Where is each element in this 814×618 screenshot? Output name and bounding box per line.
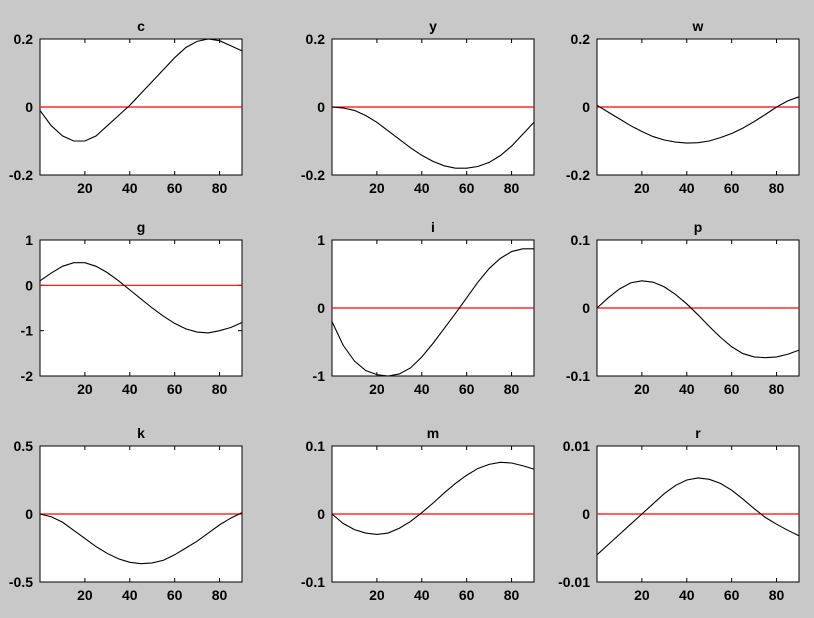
panel-g-ytick-label: 0 [25, 277, 33, 293]
panel-m: m -0.1 0 0.1 20 40 60 80 [301, 425, 535, 603]
panel-p-xtick-label: 40 [679, 381, 695, 397]
panel-k-xtick-label: 80 [212, 587, 228, 603]
panel-g-axes [39, 239, 243, 377]
panel-r-xtick-label: 40 [679, 587, 695, 603]
panel-y: y -0.2 0 0.2 20 40 60 80 [301, 18, 535, 196]
panel-r-ytick-label: 0.01 [563, 438, 590, 454]
panel-c-xtick-label: 60 [167, 180, 183, 196]
panel-y-ytick-label: 0 [317, 99, 325, 115]
panel-m-series-line [331, 461, 535, 535]
panel-k-xtick-label: 20 [77, 587, 93, 603]
panel-k-ytick-label: 0.5 [14, 438, 34, 454]
panel-g-title: g [137, 219, 146, 235]
panel-y-title: y [429, 18, 437, 34]
panel-i-xtick-label: 20 [369, 381, 385, 397]
panel-g: g -2 -1 0 1 20 40 60 80 [21, 219, 243, 397]
panel-c-ytick-label: -0.2 [9, 167, 33, 183]
panel-g-xtick-label: 20 [77, 381, 93, 397]
panel-r-ytick-label: 0 [582, 506, 590, 522]
panel-i-ytick-label: 1 [317, 232, 325, 248]
panel-r-xtick-label: 80 [769, 587, 785, 603]
panel-w-ytick-label: 0.2 [571, 31, 591, 47]
panel-y-ytick-label: 0.2 [306, 31, 326, 47]
panel-w-xtick-label: 40 [679, 180, 695, 196]
panel-r-xtick-label: 20 [634, 587, 650, 603]
panel-r: r -0.01 0 0.01 20 40 60 80 [558, 425, 800, 603]
panel-w: w -0.2 0 0.2 20 40 60 80 [566, 18, 800, 196]
panel-m-xtick-label: 40 [414, 587, 430, 603]
panel-m-ytick-label: 0 [317, 506, 325, 522]
panel-r-title: r [695, 425, 701, 441]
panel-g-xtick-label: 60 [167, 381, 183, 397]
panel-m-xtick-label: 80 [504, 587, 520, 603]
panel-r-series-line [596, 477, 800, 556]
panel-y-xtick-label: 80 [504, 180, 520, 196]
panel-g-ytick-label: -2 [21, 368, 34, 384]
panel-w-ytick-label: 0 [582, 99, 590, 115]
panel-k-series-line [39, 512, 243, 565]
panel-w-series-line [596, 96, 800, 144]
panel-k: k -0.5 0 0.5 20 40 60 80 [9, 425, 243, 603]
panel-p-ytick-label: 0 [582, 300, 590, 316]
panel-r-ytick-label: -0.01 [558, 574, 590, 590]
panel-y-xtick-label: 40 [414, 180, 430, 196]
panel-c-title: c [137, 18, 145, 34]
panel-i-ytick-label: -1 [313, 368, 326, 384]
panel-k-ytick-label: 0 [25, 506, 33, 522]
panel-w-xtick-label: 80 [769, 180, 785, 196]
panel-i-ytick-label: 0 [317, 300, 325, 316]
panel-w-title: w [692, 18, 704, 34]
panel-y-ytick-label: -0.2 [301, 167, 325, 183]
panel-c-series-line [39, 38, 243, 142]
panel-i-title: i [431, 219, 435, 235]
panel-p-ytick-label: 0.1 [571, 232, 591, 248]
panel-k-title: k [137, 425, 145, 441]
subplot-grid: c -0.2 0 0.2 20 40 60 80 y -0.2 0 0.2 20 40 60 80 w -0.2 0… [9, 18, 800, 603]
panel-k-xtick-label: 60 [167, 587, 183, 603]
panel-w-xtick-label: 60 [724, 180, 740, 196]
panel-p-series-line [596, 280, 800, 359]
panel-g-ytick-label: -1 [21, 323, 34, 339]
panel-g-ytick-label: 1 [25, 232, 33, 248]
panel-m-ytick-label: -0.1 [301, 574, 325, 590]
panel-p-title: p [694, 219, 703, 235]
panel-g-series-line [39, 262, 243, 334]
panel-p-ytick-label: -0.1 [566, 368, 590, 384]
panel-y-xtick-label: 60 [459, 180, 475, 196]
panel-m-xtick-label: 20 [369, 587, 385, 603]
panel-p-xtick-label: 80 [769, 381, 785, 397]
panel-c: c -0.2 0 0.2 20 40 60 80 [9, 18, 243, 196]
panel-p: p -0.1 0 0.1 20 40 60 80 [566, 219, 800, 397]
panel-w-ytick-label: -0.2 [566, 167, 590, 183]
panel-r-xtick-label: 60 [724, 587, 740, 603]
panel-i-xtick-label: 40 [414, 381, 430, 397]
panel-c-ytick-label: 0 [25, 99, 33, 115]
panel-m-xtick-label: 60 [459, 587, 475, 603]
panel-c-xtick-label: 20 [77, 180, 93, 196]
panel-y-xtick-label: 20 [369, 180, 385, 196]
panel-g-xtick-label: 40 [122, 381, 138, 397]
panel-p-xtick-label: 20 [634, 381, 650, 397]
panel-k-ytick-label: -0.5 [9, 574, 33, 590]
panel-k-xtick-label: 40 [122, 587, 138, 603]
panel-w-xtick-label: 20 [634, 180, 650, 196]
panel-p-xtick-label: 60 [724, 381, 740, 397]
panel-c-xtick-label: 80 [212, 180, 228, 196]
panel-m-title: m [427, 425, 439, 441]
panel-c-ytick-label: 0.2 [14, 31, 34, 47]
panel-i-xtick-label: 80 [504, 381, 520, 397]
panel-y-series-line [331, 106, 535, 169]
panel-i: i -1 0 1 20 40 60 80 [313, 219, 535, 397]
panel-c-xtick-label: 40 [122, 180, 138, 196]
panel-i-xtick-label: 60 [459, 381, 475, 397]
panel-g-xtick-label: 80 [212, 381, 228, 397]
panel-i-series-line [331, 248, 534, 377]
panel-m-ytick-label: 0.1 [306, 438, 326, 454]
